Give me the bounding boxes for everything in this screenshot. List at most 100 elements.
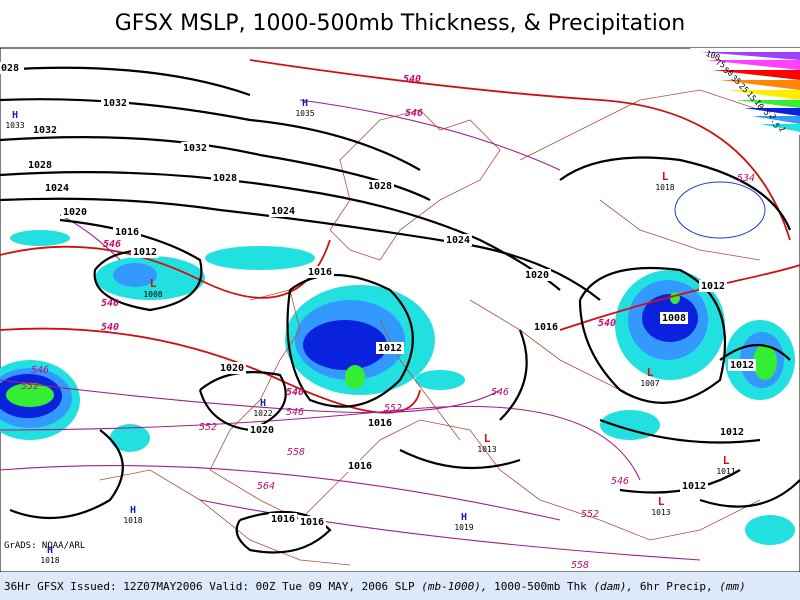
low-value: 1018 [655,183,674,192]
isobar-label: 1032 [183,143,207,154]
low-value: 1007 [640,379,659,388]
isobar-label-bg [532,321,560,333]
footer-thk-units: (dam), [593,580,633,593]
legend-label: 5 [762,109,772,118]
legend-label: 75 [714,58,727,70]
isobar-label: 1012 [701,281,725,292]
low-symbol: L [484,432,491,445]
isobar-label: 1012 [378,343,402,354]
isobar-label: 1012 [133,247,157,258]
coastlines [99,89,761,566]
high-value: 1018 [40,556,59,565]
low-value: 1008 [143,290,162,299]
isobar-label: 1024 [446,235,470,246]
map-labels: 028 1032 1032 1032 1028 1028 1028 1024 1024 1020 1… [0,49,787,571]
thickness-label: 546 [611,476,629,487]
isobar-label-bg [0,62,24,74]
isobar-label-bg [444,234,472,246]
low-symbol: L [150,277,157,290]
credit: GrADS: NOAA/ARL [4,541,85,551]
footer-slp-units: (mb-1000), [421,580,487,593]
isobar-label-bg [298,516,326,528]
isobar-label: 1008 [662,313,686,324]
legend-label: 50 [722,66,735,79]
isobar-label: 1032 [103,98,127,109]
footer-thk: 1000-500mb Thk [494,580,587,593]
isobar-label-bg [728,359,756,371]
high-symbol: H [130,505,136,516]
footer-precip-units: (mm) [719,580,746,593]
footer-slp: SLP [395,580,415,593]
title: GFSX MSLP, 1000-500mb Thickness, & Preci… [115,11,686,36]
isobar-label-bg [680,480,708,492]
high-symbol: H [12,110,18,121]
legend-label: 1 [777,126,787,133]
low-value: 1013 [651,508,670,517]
high-symbol: H [461,512,467,523]
high-value: 1019 [454,523,473,532]
thickness-label: 540 [101,322,119,333]
legend [690,48,800,135]
high-value: 1033 [5,121,24,130]
isobar-label: 1024 [45,183,69,194]
low-symbol: L [658,495,665,508]
high-value: 1018 [123,516,142,525]
isobar-label-bg [376,342,404,354]
low-symbol: L [647,366,654,379]
map-area: 028 1032 1032 1032 1028 1028 1028 1024 1024 1020 1… [0,47,800,573]
isobar-label-bg [113,226,141,238]
isobar-label-bg [346,460,374,472]
thickness-label: 546 [405,108,423,119]
thickness-label: 564 [257,481,275,492]
isobar-label: 1024 [271,206,295,217]
isobar-label: 1016 [115,227,139,238]
thickness-label: 540 [286,387,304,398]
isobar-label: 1020 [250,425,274,436]
isobar-label-bg [366,417,394,429]
isobar-label-bg [101,97,129,109]
isobar-label: 1028 [213,173,237,184]
high-symbol: H [47,545,53,556]
isobar-label-bg [660,312,688,324]
low-symbol: L [662,170,669,183]
isobar-label: 1016 [308,267,332,278]
isobar-label: 1028 [28,160,52,171]
isobar-label-bg [366,180,394,192]
footer: 36Hr GFSX Issued: 12Z07MAY2006 Valid: 00… [4,580,746,593]
isobar-label: 1028 [368,181,392,192]
isobar-label: 1020 [220,363,244,374]
thickness-label: 540 [403,74,421,85]
thickness-label: 552 [581,509,599,520]
thickness-label: 546 [103,239,121,250]
high-symbol: H [302,98,308,109]
high-value: 1035 [295,109,314,118]
isobar-label: 1012 [720,427,744,438]
low-value: 1013 [477,445,496,454]
isobar-label: 1032 [33,125,57,136]
isobar-label-bg [218,362,246,374]
isobar-label: 1020 [63,207,87,218]
high-symbol: H [260,398,266,409]
thickness-label: 546 [31,365,49,376]
footer-bar [0,572,800,600]
isobar-label-bg [718,426,746,438]
isobar-label: 1016 [368,418,392,429]
isobar-label-bg [26,159,54,171]
thickness-label: 558 [571,560,589,571]
thickness-label: 546 [491,387,509,398]
isobar-label-bg [269,513,297,525]
isobar-label-bg [61,206,89,218]
isobar-label-bg [306,266,334,278]
isobar-label: 1016 [348,461,372,472]
footer-precip: 6hr Precip, [640,580,713,593]
low-value: 1011 [716,467,735,476]
thickness-label: 552 [199,422,217,433]
isobar-label-bg [248,424,276,436]
isobar-label-bg [31,124,59,136]
isobar-label: 1012 [730,360,754,371]
isobar-label-bg [211,172,239,184]
thickness-label: 540 [101,298,119,309]
isobar-label-bg [181,142,209,154]
thickness-label: 540 [598,318,616,329]
